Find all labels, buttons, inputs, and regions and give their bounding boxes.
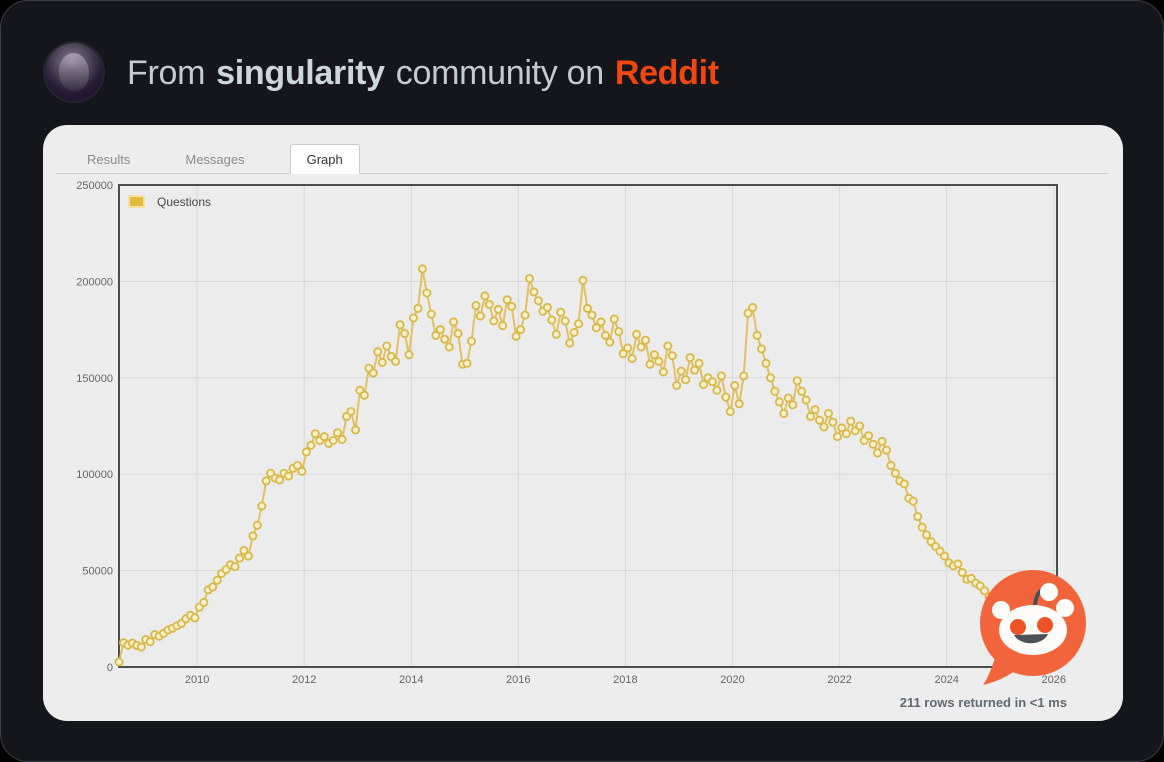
title-prefix: From — [127, 53, 206, 92]
svg-text:2022: 2022 — [827, 674, 851, 686]
svg-text:2020: 2020 — [720, 674, 744, 686]
reddit-logo — [980, 570, 1086, 685]
svg-text:200000: 200000 — [76, 276, 113, 288]
snoo-left-eye — [1010, 619, 1026, 635]
svg-text:2026: 2026 — [1042, 674, 1066, 686]
snoo-mouth — [1014, 634, 1048, 644]
svg-text:2010: 2010 — [185, 674, 209, 686]
community-avatar[interactable] — [45, 43, 103, 101]
svg-text:50000: 50000 — [82, 566, 113, 578]
tab-results[interactable]: Results — [87, 151, 131, 167]
svg-text:Questions: Questions — [157, 195, 211, 209]
svg-text:2018: 2018 — [613, 674, 637, 686]
svg-text:2016: 2016 — [506, 674, 530, 686]
snoo-face — [992, 583, 1074, 655]
svg-text:0: 0 — [107, 662, 113, 674]
snoo-right-eye — [1037, 617, 1053, 633]
brand-name: Reddit — [614, 53, 719, 92]
svg-text:250000: 250000 — [76, 180, 113, 192]
tab-strip: Results Messages Graph — [87, 144, 360, 174]
questions-chart: 0 50000 100000 150000 200000 250000 2010 2012 20… — [76, 180, 1066, 686]
page-title: From singularity community on Reddit — [127, 51, 719, 95]
svg-text:150000: 150000 — [76, 373, 113, 385]
svg-text:2014: 2014 — [399, 674, 423, 686]
svg-text:2012: 2012 — [292, 674, 316, 686]
title-middle: community on — [395, 53, 604, 92]
tab-messages[interactable]: Messages — [185, 151, 245, 167]
svg-text:100000: 100000 — [76, 469, 113, 481]
query-result-card: Results Messages Graph 0 50000 100000 15000… — [43, 125, 1123, 721]
chart-area: 0 50000 100000 150000 200000 250000 2010 2012 20… — [57, 177, 1067, 697]
tab-strip-rule — [56, 173, 1108, 174]
speech-bubble-tail — [983, 651, 1019, 685]
svg-text:2024: 2024 — [934, 674, 958, 686]
community-name: singularity — [216, 53, 385, 92]
status-bar: 211 rows returned in <1 ms — [899, 695, 1067, 710]
tab-graph[interactable]: Graph — [289, 144, 360, 174]
